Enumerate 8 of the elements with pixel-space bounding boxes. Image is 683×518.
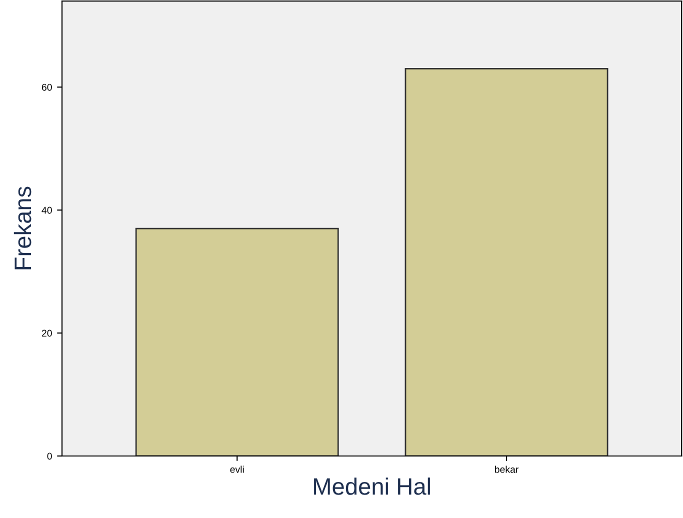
- x-tick-label: evli: [230, 466, 244, 473]
- x-axis-title: Medeni Hal: [314, 478, 430, 495]
- y-tick-label: 0: [47, 452, 52, 460]
- x-tick-label: bekar: [494, 466, 519, 473]
- y-tick-label: 20: [42, 330, 52, 337]
- y-axis-title: Frekans: [14, 186, 32, 270]
- y-tick-label: 60: [42, 84, 52, 91]
- y-tick-label: 40: [42, 206, 52, 214]
